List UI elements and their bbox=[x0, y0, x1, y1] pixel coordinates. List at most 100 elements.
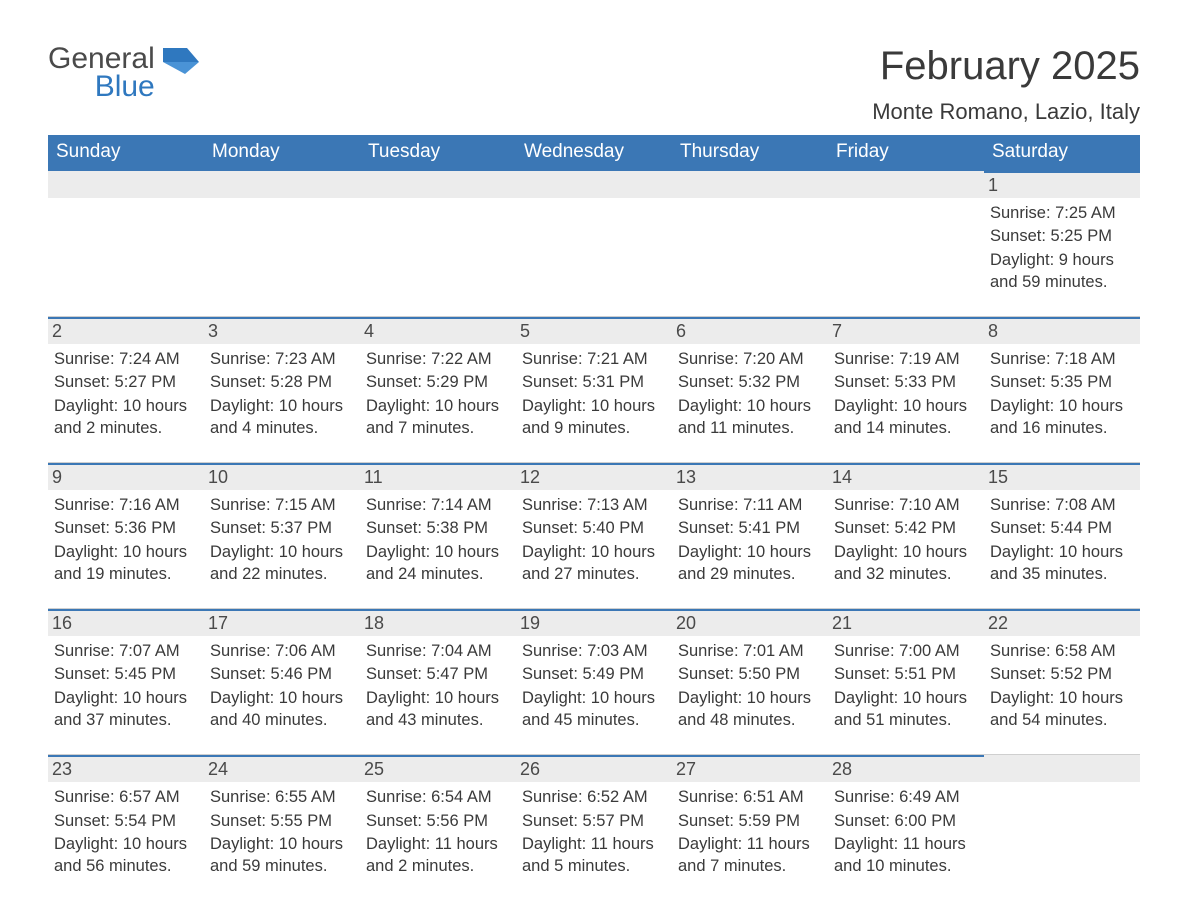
day-number: 26 bbox=[516, 755, 672, 782]
day-number bbox=[828, 171, 984, 198]
day-number: 21 bbox=[828, 609, 984, 636]
sunrise-text: Sunrise: 6:51 AM bbox=[678, 786, 822, 808]
sunset-text: Sunset: 5:46 PM bbox=[210, 663, 354, 685]
sunset-text: Sunset: 5:47 PM bbox=[366, 663, 510, 685]
day-cell: 12Sunrise: 7:13 AMSunset: 5:40 PMDayligh… bbox=[516, 463, 672, 608]
week-row: 16Sunrise: 7:07 AMSunset: 5:45 PMDayligh… bbox=[48, 608, 1140, 754]
day-number bbox=[672, 171, 828, 198]
day-body: Sunrise: 7:25 AMSunset: 5:25 PMDaylight:… bbox=[990, 202, 1134, 293]
day-number: 22 bbox=[984, 609, 1140, 636]
sunrise-text: Sunrise: 7:23 AM bbox=[210, 348, 354, 370]
weekday-header: Thursday bbox=[672, 135, 828, 171]
sunset-text: Sunset: 5:27 PM bbox=[54, 371, 198, 393]
sunrise-text: Sunrise: 7:15 AM bbox=[210, 494, 354, 516]
day-number: 19 bbox=[516, 609, 672, 636]
sunrise-text: Sunrise: 7:00 AM bbox=[834, 640, 978, 662]
day-cell: 1 Sunrise: 7:25 AMSunset: 5:25 PMDaylight… bbox=[984, 171, 1140, 316]
day-number: 1 bbox=[984, 171, 1140, 198]
daylight-text: Daylight: 10 hours and 27 minutes. bbox=[522, 541, 666, 586]
daylight-text: Daylight: 10 hours and 14 minutes. bbox=[834, 395, 978, 440]
weekday-header-row: SundayMondayTuesdayWednesdayThursdayFrid… bbox=[48, 135, 1140, 171]
daylight-text: Daylight: 11 hours and 7 minutes. bbox=[678, 833, 822, 878]
sunrise-text: Sunrise: 6:55 AM bbox=[210, 786, 354, 808]
daylight-text: Daylight: 10 hours and 35 minutes. bbox=[990, 541, 1134, 586]
day-number: 7 bbox=[828, 317, 984, 344]
day-cell: 7Sunrise: 7:19 AMSunset: 5:33 PMDaylight… bbox=[828, 317, 984, 462]
brand-flag-icon bbox=[163, 48, 199, 74]
day-cell: 26 Sunrise: 6:52 AMSunset: 5:57 PMDayligh… bbox=[516, 755, 672, 900]
day-cell: 23Sunrise: 6:57 AMSunset: 5:54 PMDayligh… bbox=[48, 755, 204, 900]
day-number bbox=[204, 171, 360, 198]
day-body: Sunrise: 6:55 AMSunset: 5:55 PMDaylight:… bbox=[210, 786, 354, 877]
sunset-text: Sunset: 5:38 PM bbox=[366, 517, 510, 539]
day-body: Sunrise: 7:23 AMSunset: 5:28 PMDaylight:… bbox=[210, 348, 354, 439]
day-number: 24 bbox=[204, 755, 360, 782]
day-number: 5 bbox=[516, 317, 672, 344]
day-body: Sunrise: 6:49 AMSunset: 6:00 PMDaylight:… bbox=[834, 786, 978, 877]
day-cell: 3Sunrise: 7:23 AMSunset: 5:28 PMDaylight… bbox=[204, 317, 360, 462]
sunset-text: Sunset: 5:28 PM bbox=[210, 371, 354, 393]
daylight-text: Daylight: 10 hours and 56 minutes. bbox=[54, 833, 198, 878]
weekday-header: Saturday bbox=[984, 135, 1140, 171]
week-row: 23Sunrise: 6:57 AMSunset: 5:54 PMDayligh… bbox=[48, 754, 1140, 900]
day-cell: 5Sunrise: 7:21 AMSunset: 5:31 PMDaylight… bbox=[516, 317, 672, 462]
day-cell bbox=[48, 171, 204, 316]
day-body: Sunrise: 7:11 AMSunset: 5:41 PMDaylight:… bbox=[678, 494, 822, 585]
day-cell bbox=[828, 171, 984, 316]
weekday-header: Wednesday bbox=[516, 135, 672, 171]
day-number: 15 bbox=[984, 463, 1140, 490]
day-body: Sunrise: 7:16 AMSunset: 5:36 PMDaylight:… bbox=[54, 494, 198, 585]
sunrise-text: Sunrise: 6:49 AM bbox=[834, 786, 978, 808]
sunset-text: Sunset: 5:45 PM bbox=[54, 663, 198, 685]
day-body: Sunrise: 7:14 AMSunset: 5:38 PMDaylight:… bbox=[366, 494, 510, 585]
day-body: Sunrise: 7:10 AMSunset: 5:42 PMDaylight:… bbox=[834, 494, 978, 585]
header: General Blue February 2025 Monte Romano,… bbox=[48, 44, 1140, 125]
day-body: Sunrise: 6:54 AMSunset: 5:56 PMDaylight:… bbox=[366, 786, 510, 877]
sunset-text: Sunset: 5:50 PM bbox=[678, 663, 822, 685]
sunrise-text: Sunrise: 7:07 AM bbox=[54, 640, 198, 662]
day-body: Sunrise: 6:52 AMSunset: 5:57 PMDaylight:… bbox=[522, 786, 666, 877]
sunrise-text: Sunrise: 7:11 AM bbox=[678, 494, 822, 516]
day-cell: 17Sunrise: 7:06 AMSunset: 5:46 PMDayligh… bbox=[204, 609, 360, 754]
sunrise-text: Sunrise: 7:25 AM bbox=[990, 202, 1134, 224]
sunrise-text: Sunrise: 7:21 AM bbox=[522, 348, 666, 370]
sunset-text: Sunset: 5:25 PM bbox=[990, 225, 1134, 247]
sunset-text: Sunset: 5:41 PM bbox=[678, 517, 822, 539]
day-body: Sunrise: 7:24 AMSunset: 5:27 PMDaylight:… bbox=[54, 348, 198, 439]
daylight-text: Daylight: 10 hours and 32 minutes. bbox=[834, 541, 978, 586]
sunset-text: Sunset: 6:00 PM bbox=[834, 810, 978, 832]
day-cell: 24 Sunrise: 6:55 AMSunset: 5:55 PMDayligh… bbox=[204, 755, 360, 900]
sunrise-text: Sunrise: 7:10 AM bbox=[834, 494, 978, 516]
sunrise-text: Sunrise: 7:16 AM bbox=[54, 494, 198, 516]
day-cell: 16Sunrise: 7:07 AMSunset: 5:45 PMDayligh… bbox=[48, 609, 204, 754]
day-number: 23 bbox=[48, 755, 204, 782]
day-cell bbox=[516, 171, 672, 316]
sunset-text: Sunset: 5:32 PM bbox=[678, 371, 822, 393]
sunset-text: Sunset: 5:31 PM bbox=[522, 371, 666, 393]
sunset-text: Sunset: 5:40 PM bbox=[522, 517, 666, 539]
weekday-header: Sunday bbox=[48, 135, 204, 171]
day-cell: 25Sunrise: 6:54 AMSunset: 5:56 PMDayligh… bbox=[360, 755, 516, 900]
daylight-text: Daylight: 10 hours and 19 minutes. bbox=[54, 541, 198, 586]
daylight-text: Daylight: 10 hours and 2 minutes. bbox=[54, 395, 198, 440]
day-number: 13 bbox=[672, 463, 828, 490]
day-number: 27 bbox=[672, 755, 828, 782]
day-cell: 15Sunrise: 7:08 AMSunset: 5:44 PMDayligh… bbox=[984, 463, 1140, 608]
day-body: Sunrise: 7:06 AMSunset: 5:46 PMDaylight:… bbox=[210, 640, 354, 731]
day-number bbox=[516, 171, 672, 198]
week-row: 1 Sunrise: 7:25 AMSunset: 5:25 PMDaylight… bbox=[48, 171, 1140, 316]
sunset-text: Sunset: 5:29 PM bbox=[366, 371, 510, 393]
sunrise-text: Sunrise: 7:01 AM bbox=[678, 640, 822, 662]
day-cell: 18Sunrise: 7:04 AMSunset: 5:47 PMDayligh… bbox=[360, 609, 516, 754]
daylight-text: Daylight: 10 hours and 7 minutes. bbox=[366, 395, 510, 440]
day-cell: 4Sunrise: 7:22 AMSunset: 5:29 PMDaylight… bbox=[360, 317, 516, 462]
daylight-text: Daylight: 11 hours and 5 minutes. bbox=[522, 833, 666, 878]
month-title: February 2025 bbox=[872, 44, 1140, 89]
sunset-text: Sunset: 5:37 PM bbox=[210, 517, 354, 539]
day-body: Sunrise: 7:15 AMSunset: 5:37 PMDaylight:… bbox=[210, 494, 354, 585]
sunset-text: Sunset: 5:55 PM bbox=[210, 810, 354, 832]
sunrise-text: Sunrise: 6:57 AM bbox=[54, 786, 198, 808]
sunrise-text: Sunrise: 7:08 AM bbox=[990, 494, 1134, 516]
daylight-text: Daylight: 9 hours and 59 minutes. bbox=[990, 249, 1134, 294]
sunrise-text: Sunrise: 6:54 AM bbox=[366, 786, 510, 808]
